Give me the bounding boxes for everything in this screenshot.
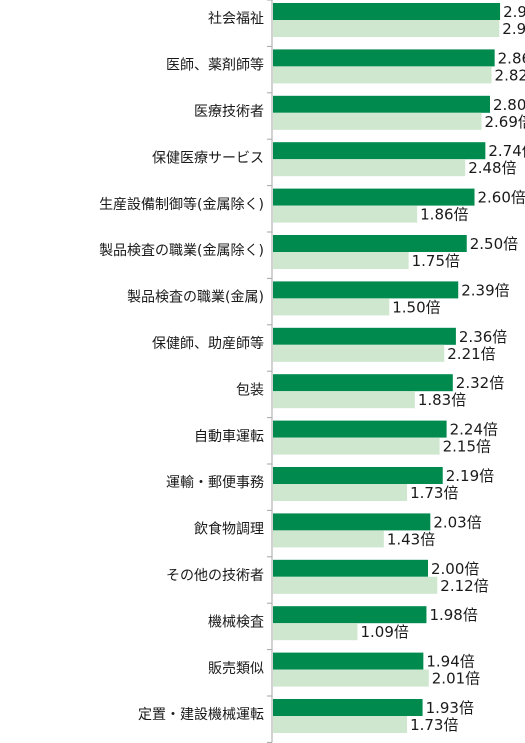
data-label: 1.83倍 <box>418 391 466 409</box>
data-label: 2.36倍 <box>459 328 507 346</box>
bar-series-1 <box>273 699 423 716</box>
bar-series-2 <box>273 391 415 409</box>
category-label: 生産設備制御等(金属除く) <box>99 196 264 213</box>
data-label: 2.03倍 <box>433 513 481 531</box>
data-label: 2.69倍 <box>484 113 525 131</box>
data-label: 2.92倍 <box>502 20 525 38</box>
category-label: 飲食物調理 <box>194 521 264 538</box>
bar-series-1 <box>273 374 453 392</box>
category-label: 販売類似 <box>208 661 264 677</box>
bar-series-2 <box>273 623 358 641</box>
data-label: 2.82倍 <box>495 66 525 84</box>
data-label: 2.00倍 <box>431 560 479 578</box>
bar-series-1 <box>273 3 501 20</box>
category-label: 包装 <box>236 382 264 398</box>
data-label: 2.93倍 <box>503 3 525 21</box>
category-label: 医療技術者 <box>194 103 264 120</box>
data-label: 2.21倍 <box>447 345 495 363</box>
category-label: 製品検査の職業(金属除く) <box>99 243 264 259</box>
data-label: 2.12倍 <box>440 577 488 595</box>
bar-series-2 <box>273 437 440 455</box>
data-label: 2.19倍 <box>446 467 494 485</box>
bar-series-2 <box>273 252 409 269</box>
bar-series-1 <box>273 49 495 67</box>
data-label: 2.74倍 <box>488 142 525 160</box>
category-label: 社会福祉 <box>208 11 264 27</box>
bar-series-2 <box>273 20 500 37</box>
bar-series-2 <box>273 112 482 130</box>
bar-series-2 <box>273 576 438 594</box>
category-label: 運輸・郵便事務 <box>166 475 264 491</box>
bar-series-2 <box>273 298 390 316</box>
category-label: 定置・建設機械運転 <box>138 707 264 723</box>
bar-series-2 <box>273 716 408 733</box>
data-label: 1.50倍 <box>392 298 440 316</box>
data-label: 2.80倍 <box>493 96 525 114</box>
bar-series-1 <box>273 327 456 345</box>
data-label: 2.50倍 <box>470 235 518 253</box>
data-label: 1.73倍 <box>410 716 458 734</box>
bars-layer <box>273 3 501 733</box>
bar-series-2 <box>273 344 445 362</box>
bar-series-2 <box>273 530 384 548</box>
category-label: 製品検査の職業(金属) <box>127 290 264 306</box>
data-label: 2.15倍 <box>443 438 491 456</box>
data-label: 1.94倍 <box>426 653 474 671</box>
category-label: 自動車運転 <box>194 428 264 445</box>
category-label: 保健医療サービス <box>152 149 264 166</box>
bar-series-1 <box>273 513 431 531</box>
bar-series-1 <box>273 188 475 206</box>
data-label: 1.09倍 <box>360 623 408 641</box>
category-label: 機械検査 <box>208 614 264 630</box>
data-label: 2.60倍 <box>478 189 525 207</box>
axis-ticks <box>267 0 272 743</box>
category-label: 医師、薬剤師等 <box>166 57 264 74</box>
data-label: 2.32倍 <box>456 374 504 392</box>
data-label: 2.86倍 <box>498 49 525 67</box>
bar-series-1 <box>273 95 490 113</box>
data-label: 1.75倍 <box>412 252 460 270</box>
bar-series-2 <box>273 66 492 84</box>
category-label: 保健師、助産師等 <box>152 335 264 352</box>
data-label: 2.01倍 <box>432 670 480 688</box>
data-label: 2.39倍 <box>461 281 509 299</box>
bar-series-2 <box>273 484 408 501</box>
bar-series-1 <box>273 281 459 299</box>
category-label: その他の技術者 <box>166 568 264 584</box>
data-label: 1.98倍 <box>429 606 477 624</box>
bar-series-1 <box>273 559 428 577</box>
bar-series-1 <box>273 420 447 438</box>
data-label: 2.24倍 <box>450 421 498 439</box>
bar-series-1 <box>273 467 443 484</box>
labels-layer: 社会福祉 2.93倍2.92倍医師、薬剤師等 2.86倍2.82倍医療技術者 2.80… <box>99 3 525 734</box>
bar-series-1 <box>273 652 424 670</box>
data-label: 1.93倍 <box>426 699 474 717</box>
bar-series-1 <box>273 142 486 160</box>
data-label: 1.86倍 <box>420 206 468 224</box>
bar-series-1 <box>273 606 427 624</box>
bar-series-2 <box>273 159 466 177</box>
bar-series-2 <box>273 669 429 687</box>
bar-series-1 <box>273 235 467 252</box>
data-label: 1.73倍 <box>410 484 458 502</box>
bar-series-2 <box>273 205 418 223</box>
data-label: 2.48倍 <box>468 159 516 177</box>
data-label: 1.43倍 <box>387 530 435 548</box>
